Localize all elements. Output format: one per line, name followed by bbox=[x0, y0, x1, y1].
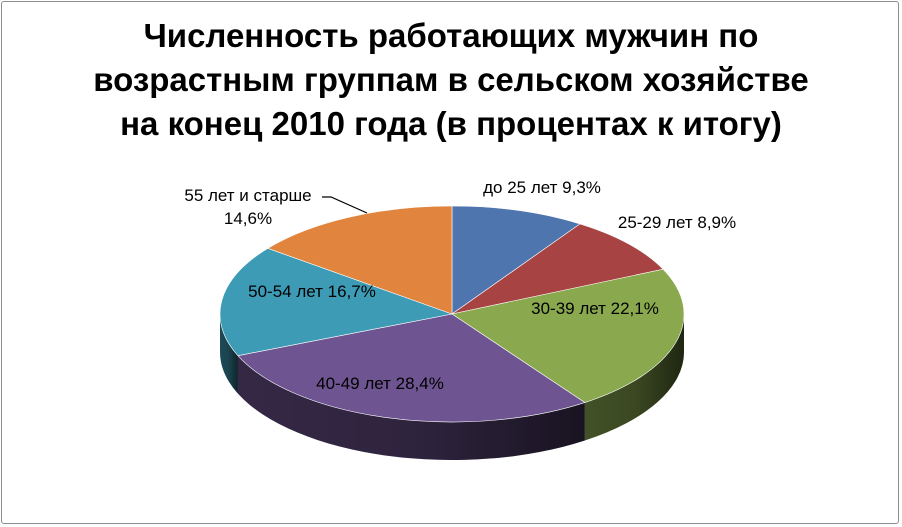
slice-label-3: 40-49 лет 28,4% bbox=[316, 374, 444, 393]
pie-sides bbox=[220, 314, 684, 460]
leader-line bbox=[322, 196, 368, 214]
pie-tops bbox=[219, 205, 685, 423]
slice-label-0: до 25 лет 9,3% bbox=[483, 178, 601, 197]
pie-slice-4 bbox=[219, 248, 454, 356]
slice-label-2: 30-39 лет 22,1% bbox=[531, 299, 659, 318]
pie-slice-3 bbox=[237, 313, 586, 423]
pie-slice-2 bbox=[451, 268, 685, 403]
pie-side-shade-4-0 bbox=[220, 314, 238, 394]
pie-slice-0 bbox=[451, 205, 581, 315]
slice-labels: до 25 лет 9,3% 25-29 лет 8,9% 30-39 лет 22… bbox=[184, 178, 736, 393]
pie-slice-1 bbox=[451, 223, 664, 315]
chart-title: Численность работающих мужчин по возраст… bbox=[93, 17, 809, 142]
pie-slice-5 bbox=[267, 205, 453, 315]
slice-label-5: 55 лет и старше 14,6% bbox=[184, 186, 311, 228]
slice-label-1: 25-29 лет 8,9% bbox=[618, 213, 736, 232]
pie-side-shade-2-0 bbox=[584, 314, 684, 441]
pie-side-shade-3-0 bbox=[237, 355, 585, 460]
slice-label-4: 50-54 лет 16,7% bbox=[248, 282, 376, 301]
